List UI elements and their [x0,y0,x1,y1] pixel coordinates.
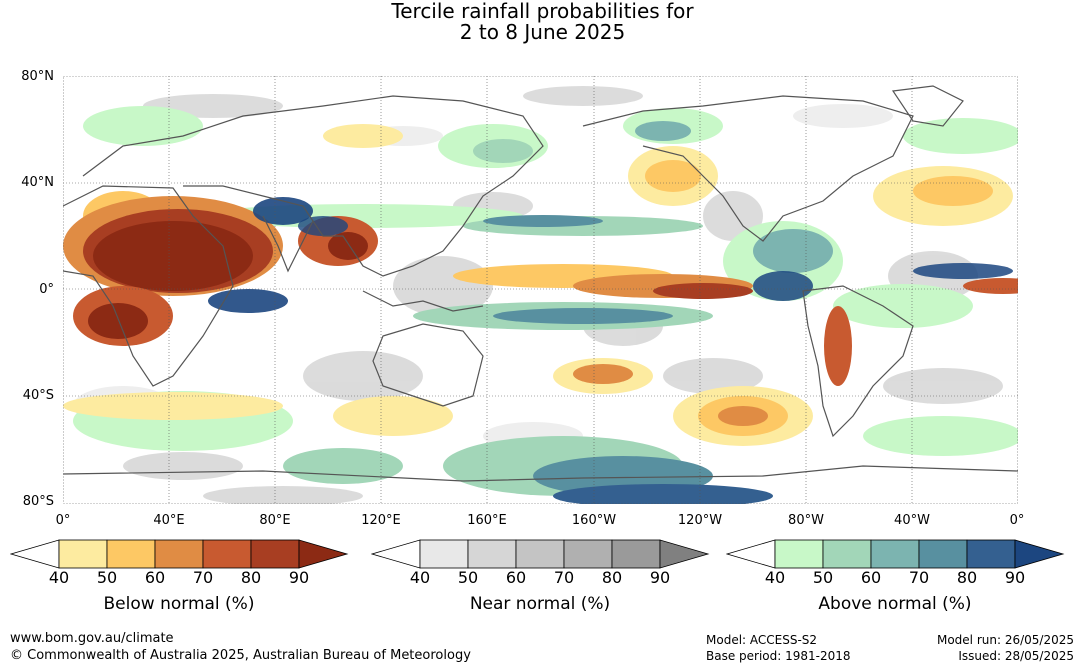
colorbar-segment [106,539,156,569]
copyright-notice: © Commonwealth of Australia 2025, Austra… [10,648,471,663]
above-tick-40: 40 [764,568,786,587]
colorbar-segment [966,539,1016,569]
above-normal-intense [208,197,1013,313]
map-title-line-1: Tercile rainfall probabilities for [391,0,694,23]
near-tick-70: 70 [553,568,575,587]
lat-label-80s: 80°S [22,494,54,509]
lon-label-120w: 120°W [677,513,723,528]
colorbar-segment [515,539,565,569]
above-tick-90: 90 [1004,568,1026,587]
lon-label-120e: 120°E [361,513,401,528]
lon-label-0-east: 0° [1009,513,1025,528]
colorbar-near-normal [371,539,710,569]
near-tick-40: 40 [409,568,431,587]
colorbar-under-triangle [10,539,60,569]
model-name: Model: ACCESS-S2 [706,633,818,647]
near-tick-60: 60 [505,568,527,587]
colorbar-over-triangle [1014,539,1065,569]
near-tick-80: 80 [601,568,623,587]
colorbar-title-below-normal: Below normal (%) [103,594,255,614]
colorbar-under-triangle [726,539,776,569]
lon-label-40w: 40°W [894,513,930,528]
colorbar-segment [467,539,517,569]
below-normal-regions [63,124,1018,446]
below-tick-60: 60 [144,568,166,587]
below-tick-80: 80 [240,568,262,587]
below-tick-90: 90 [288,568,310,587]
colorbar-over-triangle [298,539,349,569]
colorbar-below-normal [10,539,349,569]
colorbar-over-triangle [659,539,710,569]
above-tick-50: 50 [812,568,834,587]
colorbar-segment [611,539,661,569]
colorbar-above-normal [726,539,1065,569]
lon-label-40e: 40°E [153,513,185,528]
colorbar-segment [58,539,108,569]
map-title-line-2: 2 to 8 June 2025 [459,20,626,44]
website-link[interactable]: www.bom.gov.au/climate [10,631,174,646]
graticule [63,76,1018,504]
model-run-date: Model run: 26/05/2025 [936,633,1074,647]
below-tick-50: 50 [96,568,118,587]
colorbar-segment [918,539,968,569]
map-frame [63,76,1018,504]
colorbar-title-above-normal: Above normal (%) [818,594,972,614]
lon-label-80e: 80°E [259,513,291,528]
base-period: Base period: 1981-2018 [706,649,851,663]
colorbar-title-near-normal: Near normal (%) [469,594,611,614]
colorbar-segment [563,539,613,569]
colorbar-segment [154,539,204,569]
lat-label-0: 0° [39,282,54,297]
near-tick-90: 90 [649,568,671,587]
below-tick-70: 70 [192,568,214,587]
colorbar-segment [250,539,300,569]
colorbar-segment [419,539,469,569]
colorbar-segment [202,539,252,569]
lon-label-80w: 80°W [788,513,824,528]
below-tick-40: 40 [48,568,70,587]
lon-label-160e: 160°E [467,513,507,528]
lon-label-160w: 160°W [571,513,617,528]
near-tick-50: 50 [457,568,479,587]
lat-label-40s: 40°S [22,388,54,403]
colorbar-segment [870,539,920,569]
above-tick-60: 60 [860,568,882,587]
above-tick-70: 70 [908,568,930,587]
issued-date: Issued: 28/05/2025 [958,649,1074,663]
rainfall-probability-map [63,76,1018,504]
lat-label-80n: 80°N [21,69,54,84]
lon-label-0: 0° [55,513,71,528]
colorbar-segment [822,539,872,569]
above-tick-80: 80 [956,568,978,587]
colorbar-under-triangle [371,539,421,569]
lat-label-40n: 40°N [21,175,54,190]
colorbar-segment [774,539,824,569]
coastlines [63,85,1018,482]
